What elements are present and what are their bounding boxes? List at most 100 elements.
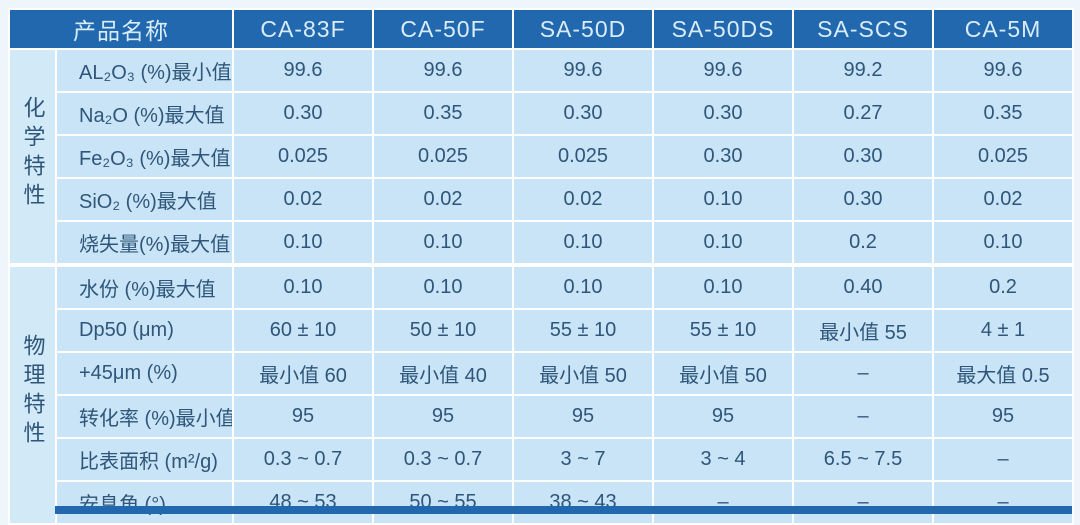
data-cell: 0.27 — [792, 91, 934, 136]
data-cell: 0.30 — [512, 91, 654, 136]
row-label: Dp50 (μm) — [55, 308, 234, 353]
data-cell: 0.3 ~ 0.7 — [372, 437, 514, 482]
data-cell: 55 ± 10 — [512, 308, 654, 353]
data-cell: 99.6 — [232, 48, 374, 93]
group-label-chemical: 化学特性 — [8, 48, 57, 266]
data-cell: – — [652, 480, 794, 525]
table-row-angle-of-repose: 安息角 (°) 48 ~ 53 50 ~ 55 38 ~ 43 – – – — [9, 480, 1074, 525]
row-label: SiO₂ (%)最大值 — [55, 177, 234, 222]
data-cell: 38 ~ 43 — [512, 480, 654, 525]
data-cell: 60 ± 10 — [232, 308, 374, 353]
row-label: +45μm (%) — [55, 351, 234, 396]
data-cell: 95 — [652, 394, 794, 439]
data-cell: 最大值 0.5 — [932, 351, 1074, 396]
row-label: Fe₂O₃ (%)最大值 — [55, 134, 234, 179]
data-cell: 0.10 — [652, 220, 794, 266]
group-label-text: 化学特性 — [20, 95, 46, 212]
group-label-text: 物理特性 — [20, 334, 46, 450]
group-label-physical: 物理特性 — [8, 263, 57, 525]
data-cell: 0.30 — [792, 177, 934, 222]
data-cell: 0.35 — [932, 91, 1074, 136]
column-header-sa50d: SA-50D — [512, 8, 654, 50]
table-row-loss-on-ignition: 烧失量(%)最大值 0.10 0.10 0.10 0.10 0.2 0.10 — [9, 220, 1074, 266]
data-cell: 0.02 — [932, 177, 1074, 222]
data-cell: 0.025 — [232, 134, 374, 179]
column-header-ca50f: CA-50F — [372, 8, 514, 50]
row-label: Na₂O (%)最大值 — [55, 91, 234, 136]
data-cell: 最小值 55 — [792, 308, 934, 353]
table-row-na2o: Na₂O (%)最大值 0.30 0.35 0.30 0.30 0.27 0.3… — [9, 91, 1074, 136]
data-cell: 0.30 — [232, 91, 374, 136]
data-cell: 95 — [932, 394, 1074, 439]
data-cell: 0.10 — [232, 263, 374, 310]
row-label: AL₂O₃ (%)最小值 — [55, 48, 234, 93]
row-label: 安息角 (°) — [55, 480, 234, 525]
column-header-sascs: SA-SCS — [792, 8, 934, 50]
data-cell: 3 ~ 4 — [652, 437, 794, 482]
row-label: 水份 (%)最大值 — [55, 263, 234, 310]
column-header-ca83f: CA-83F — [232, 8, 374, 50]
data-cell: 0.10 — [512, 263, 654, 310]
table-row-conversion-rate: 转化率 (%)最小值 95 95 95 95 – 95 — [9, 394, 1074, 439]
data-cell: 0.40 — [792, 263, 934, 310]
row-label: 烧失量(%)最大值 — [55, 220, 234, 266]
data-cell: 0.10 — [932, 220, 1074, 266]
data-cell: – — [932, 437, 1074, 482]
data-cell: 最小值 50 — [652, 351, 794, 396]
data-cell: 最小值 40 — [372, 351, 514, 396]
data-cell: 0.3 ~ 0.7 — [232, 437, 374, 482]
data-cell: 95 — [232, 394, 374, 439]
table-row-plus45um: +45μm (%) 最小值 60 最小值 40 最小值 50 最小值 50 – … — [9, 351, 1074, 396]
data-cell: 6.5 ~ 7.5 — [792, 437, 934, 482]
data-cell: – — [932, 480, 1074, 525]
data-cell: 99.6 — [512, 48, 654, 93]
data-cell: 4 ± 1 — [932, 308, 1074, 353]
data-cell: 0.2 — [932, 263, 1074, 310]
spec-table: 产品名称 CA-83F CA-50F SA-50D SA-50DS SA-SCS… — [8, 8, 1074, 525]
data-cell: 0.02 — [232, 177, 374, 222]
data-cell: 99.6 — [372, 48, 514, 93]
table-row-sio2: SiO₂ (%)最大值 0.02 0.02 0.02 0.10 0.30 0.0… — [9, 177, 1074, 222]
data-cell: 0.02 — [372, 177, 514, 222]
data-cell: 0.025 — [512, 134, 654, 179]
data-cell: 48 ~ 53 — [232, 480, 374, 525]
column-header-product-name: 产品名称 — [8, 8, 234, 50]
table-row-al2o3: 化学特性 AL₂O₃ (%)最小值 99.6 99.6 99.6 99.6 99… — [8, 48, 1074, 266]
data-cell: 0.30 — [652, 91, 794, 136]
data-cell: 0.35 — [372, 91, 514, 136]
data-cell: 0.025 — [372, 134, 514, 179]
column-header-ca5m: CA-5M — [932, 8, 1074, 50]
next-table-header-strip — [55, 506, 1072, 514]
product-spec-table: 产品名称 CA-83F CA-50F SA-50D SA-50DS SA-SCS… — [8, 8, 1074, 525]
data-cell: 最小值 60 — [232, 351, 374, 396]
data-cell: 0.10 — [372, 220, 514, 266]
data-cell: 99.6 — [652, 48, 794, 93]
data-cell: 99.2 — [792, 48, 934, 93]
data-cell: 50 ± 10 — [372, 308, 514, 353]
table-row-moisture: 物理特性 水份 (%)最大值 0.10 0.10 0.10 0.10 0.40 … — [8, 263, 1074, 525]
data-cell: 0.2 — [792, 220, 934, 266]
column-header-sa50ds: SA-50DS — [652, 8, 794, 50]
data-cell: 55 ± 10 — [652, 308, 794, 353]
data-cell: 0.025 — [932, 134, 1074, 179]
data-cell: 99.6 — [932, 48, 1074, 93]
data-cell: 3 ~ 7 — [512, 437, 654, 482]
data-cell: 0.10 — [652, 263, 794, 310]
data-cell: 0.10 — [652, 177, 794, 222]
data-cell: 0.10 — [232, 220, 374, 266]
data-cell: – — [792, 394, 934, 439]
data-cell: 最小值 50 — [512, 351, 654, 396]
data-cell: 0.30 — [652, 134, 794, 179]
data-cell: 50 ~ 55 — [372, 480, 514, 525]
data-cell: – — [792, 480, 934, 525]
data-cell: 95 — [372, 394, 514, 439]
table-row-fe2o3: Fe₂O₃ (%)最大值 0.025 0.025 0.025 0.30 0.30… — [9, 134, 1074, 179]
header-row: 产品名称 CA-83F CA-50F SA-50D SA-50DS SA-SCS… — [8, 8, 1074, 50]
table-row-specific-surface-area: 比表面积 (m²/g) 0.3 ~ 0.7 0.3 ~ 0.7 3 ~ 7 3 … — [9, 437, 1074, 482]
row-label: 转化率 (%)最小值 — [55, 394, 234, 439]
data-cell: – — [792, 351, 934, 396]
table-row-dp50: Dp50 (μm) 60 ± 10 50 ± 10 55 ± 10 55 ± 1… — [9, 308, 1074, 353]
data-cell: 0.30 — [792, 134, 934, 179]
data-cell: 95 — [512, 394, 654, 439]
data-cell: 0.10 — [372, 263, 514, 310]
